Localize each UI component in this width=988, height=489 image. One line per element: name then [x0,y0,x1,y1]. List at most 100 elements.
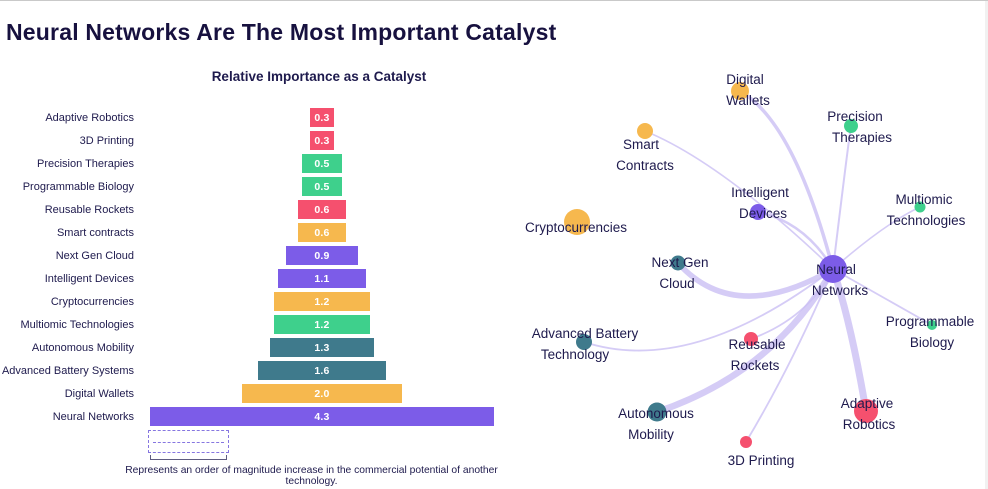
funnel-bar-precision-therapies[interactable]: 0.5 [302,154,342,173]
funnel-row: Adaptive Robotics 0.3 [0,106,508,129]
funnel-row: Autonomous Mobility 1.3 [0,336,508,359]
scrollbar[interactable] [985,1,988,489]
node-label-adaptive-robotics: Robotics [843,417,896,432]
funnel-row: Digital Wallets 2.0 [0,382,508,405]
node-reusable-rockets[interactable] [744,332,758,346]
funnel-bar-neural-networks[interactable]: 4.3 [150,407,494,426]
funnel-row: Precision Therapies 0.5 [0,152,508,175]
funnel-row: Neural Networks 4.3 [0,405,508,428]
node-3d-printing[interactable] [740,436,752,448]
funnel-row-label-next-gen-cloud: Next Gen Cloud [55,249,134,262]
funnel-bar-advanced-battery-systems[interactable]: 1.6 [258,361,386,380]
node-cryptocurrencies[interactable] [564,209,590,235]
funnel-row-label-precision-therapies: Precision Therapies [36,157,134,170]
funnel-row-label-advanced-battery-systems: Advanced Battery Systems [1,364,134,377]
funnel-row: Cryptocurrencies 1.2 [0,290,508,313]
node-label-multiomic-technologies: Multiomic [895,192,952,207]
funnel-bar-multiomic-technologies[interactable]: 1.2 [274,315,370,334]
node-label-advanced-battery-technology: Technology [541,347,610,362]
funnel-bar-digital-wallets[interactable]: 2.0 [242,384,402,403]
funnel-row: Smart contracts 0.6 [0,221,508,244]
funnel-bar-reusable-rockets[interactable]: 0.6 [298,200,346,219]
node-label-autonomous-mobility: Autonomous [618,406,694,421]
node-intelligent-devices[interactable] [750,204,766,220]
funnel-bar-adaptive-robotics[interactable]: 0.3 [310,108,334,127]
node-label-digital-wallets: Wallets [726,93,770,108]
chart-title: Relative Importance as a Catalyst [211,69,427,84]
unit-bracket [150,455,227,460]
node-label-reusable-rockets: Reusable [728,337,785,352]
funnel-row-label-3d-printing: 3D Printing [79,134,134,147]
node-label-3d-printing: 3D Printing [728,453,795,468]
node-label-neural-networks: Neural [816,262,856,277]
node-advanced-battery-technology[interactable] [576,334,592,350]
funnel-bar-area: 1.3 [142,338,502,357]
node-label-digital-wallets: Digital [726,72,764,87]
funnel-bar-intelligent-devices[interactable]: 1.1 [278,269,366,288]
funnel-bar-area: 0.6 [142,200,502,219]
node-label-next-gen-cloud: Next Gen [651,255,708,270]
funnel-bar-area: 0.6 [142,223,502,242]
node-neural-networks[interactable] [819,255,847,283]
funnel-bar-next-gen-cloud[interactable]: 0.9 [286,246,358,265]
funnel-rows: Adaptive Robotics 0.3 3D Printing 0.3 Precis… [0,106,508,428]
node-autonomous-mobility[interactable] [647,402,667,422]
node-multiomic-technologies[interactable] [914,201,926,213]
node-label-smart-contracts: Smart [623,137,659,152]
node-label-programmable-biology: Programmable [886,314,975,329]
node-label-reusable-rockets: Rockets [731,358,780,373]
node-digital-wallets[interactable] [731,82,749,100]
funnel-row: Reusable Rockets 0.6 [0,198,508,221]
funnel-row: Intelligent Devices 1.1 [0,267,508,290]
funnel-row-label-multiomic-technologies: Multiomic Technologies [20,318,134,331]
funnel-row: Advanced Battery Systems 1.6 [0,359,508,382]
node-label-multiomic-technologies: Technologies [887,213,966,228]
funnel-bar-area: 0.9 [142,246,502,265]
funnel-bar-smart-contracts[interactable]: 0.6 [298,223,346,242]
funnel-bar-area: 1.2 [142,315,502,334]
edge-neural-networks-advanced-battery-technology [583,268,834,352]
funnel-bar-programmable-biology[interactable]: 0.5 [302,177,342,196]
funnel-bar-area: 0.5 [142,154,502,173]
funnel-row-label-programmable-biology: Programmable Biology [22,180,134,193]
node-label-cryptocurrencies: Cryptocurrencies [525,220,627,235]
node-label-precision-therapies: Therapies [832,130,892,145]
node-programmable-biology[interactable] [927,320,937,330]
node-precision-therapies[interactable] [844,119,858,133]
funnel-row: Programmable Biology 0.5 [0,175,508,198]
edge-neural-networks-multiomic-technologies [832,206,921,270]
funnel-row-label-cryptocurrencies: Cryptocurrencies [50,295,134,308]
funnel-row-label-autonomous-mobility: Autonomous Mobility [31,341,134,354]
funnel-bar-cryptocurrencies[interactable]: 1.2 [274,292,370,311]
node-label-intelligent-devices: Intelligent [731,185,789,200]
edge-neural-networks-digital-wallets [738,89,835,271]
node-label-precision-therapies: Precision [827,109,883,124]
edge-neural-networks-3d-printing [745,268,834,443]
funnel-row-label-adaptive-robotics: Adaptive Robotics [45,111,134,124]
funnel-bar-autonomous-mobility[interactable]: 1.3 [270,338,374,357]
edge-neural-networks-autonomous-mobility [653,265,837,416]
funnel-bar-3d-printing[interactable]: 0.3 [310,131,334,150]
node-adaptive-robotics[interactable] [854,399,878,423]
funnel-bar-area: 2.0 [142,384,502,403]
funnel-bar-area: 4.3 [142,407,502,426]
funnel-row: Multiomic Technologies 1.2 [0,313,508,336]
edge-neural-networks-programmable-biology [832,268,933,326]
funnel-bar-area: 0.3 [142,131,502,150]
node-label-programmable-biology: Biology [910,335,955,350]
funnel-row: 3D Printing 0.3 [0,129,508,152]
node-smart-contracts[interactable] [637,123,653,139]
node-label-adaptive-robotics: Adaptive [841,396,894,411]
funnel-bar-area: 0.3 [142,108,502,127]
node-next-gen-cloud[interactable] [670,255,686,271]
node-label-intelligent-devices: Devices [739,206,787,221]
catalyst-network-graph: Digital Wallets Smart Contracts Precision The… [525,72,975,468]
unit-reference-box [148,430,229,453]
funnel-bar-area: 1.6 [142,361,502,380]
catalyst-funnel-chart: Relative Importance as a Catalyst Adapti… [0,63,508,487]
node-label-autonomous-mobility: Mobility [628,427,674,442]
node-label-advanced-battery-technology: Advanced Battery [532,326,639,341]
chart-footnote: Represents an order of magnitude increas… [125,465,498,487]
node-label-next-gen-cloud: Cloud [659,276,694,291]
